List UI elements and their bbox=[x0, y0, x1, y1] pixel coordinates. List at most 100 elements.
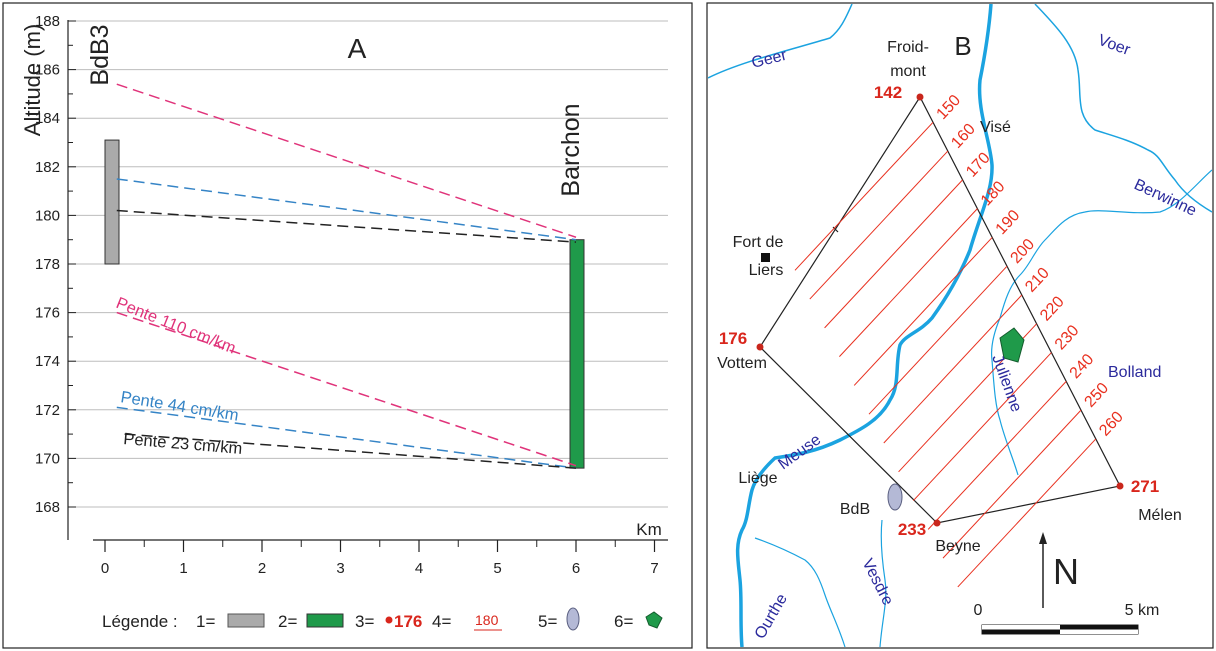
beyne-dot-icon bbox=[933, 519, 941, 527]
contour-line-170 bbox=[824, 179, 963, 329]
x-tick-labels: 0 1 2 3 4 5 6 7 bbox=[101, 540, 659, 577]
barchon-pentagon-icon bbox=[999, 327, 1025, 363]
river-label-berwinne: Berwinne bbox=[1131, 176, 1199, 220]
altitude-froidmont: 142 bbox=[874, 83, 902, 102]
y-tick-label: 180 bbox=[35, 207, 60, 224]
contour-line-260 bbox=[957, 438, 1097, 588]
froidmont-dot-icon bbox=[916, 93, 924, 101]
x-tick-label: 7 bbox=[650, 560, 658, 577]
place-beyne: Beyne bbox=[935, 538, 980, 555]
river-vesdre bbox=[879, 519, 887, 647]
y-tick-label: 168 bbox=[35, 499, 60, 516]
altitude-vottem: 176 bbox=[719, 329, 747, 348]
place-vise: Visé bbox=[980, 119, 1011, 136]
altitude-bar-bdb3 bbox=[104, 139, 120, 265]
altitude-beyne: 233 bbox=[898, 520, 926, 539]
slope-line-3 bbox=[116, 209, 577, 243]
legend-contour-sample: 180 bbox=[475, 612, 499, 628]
x-tick-label: 4 bbox=[415, 560, 423, 577]
bdb-ellipse-icon bbox=[887, 483, 903, 511]
contour-line-240 bbox=[927, 381, 1067, 530]
slope-label-44: Pente 44 cm/km bbox=[119, 388, 240, 425]
panel-a-label: A bbox=[348, 33, 367, 64]
vottem-dot-icon bbox=[756, 343, 764, 351]
legend-num-6: 6= bbox=[614, 612, 633, 631]
river-julienne bbox=[990, 169, 1212, 476]
study-area-outline bbox=[759, 95, 1121, 524]
river-label-vesdre: Vesdre bbox=[858, 556, 896, 608]
y-tick-label: 176 bbox=[35, 305, 60, 322]
scale-bar-seg1 bbox=[982, 625, 1060, 630]
legend-gray-bar-icon bbox=[227, 613, 265, 628]
contour-line-160 bbox=[809, 150, 949, 300]
river-meuse bbox=[735, 4, 994, 647]
panel-b-label: B bbox=[954, 31, 971, 61]
x-tick-label: 0 bbox=[101, 560, 109, 577]
place-vottem: Vottem bbox=[717, 355, 767, 372]
river-label-ourthe: Ourthe bbox=[752, 591, 791, 642]
outline-tick bbox=[832, 226, 839, 233]
river-geer bbox=[708, 4, 853, 79]
place-fort-2: Liers bbox=[749, 262, 784, 279]
legend-num-1: 1= bbox=[196, 612, 215, 631]
slope-line-6 bbox=[124, 433, 577, 469]
contour-label: 240 bbox=[1067, 351, 1098, 382]
contour-label: 200 bbox=[1007, 236, 1038, 267]
slope-line-4 bbox=[116, 311, 577, 467]
legend-num-5: 5= bbox=[538, 612, 557, 631]
x-tick-label: 2 bbox=[258, 560, 266, 577]
contour-label: 190 bbox=[993, 207, 1024, 238]
y-tick-labels: 168 170 172 174 176 178 180 182 184 186 188 bbox=[35, 13, 60, 516]
scale-bar-seg2 bbox=[1060, 625, 1138, 630]
place-froidmont-2: mont bbox=[890, 63, 926, 80]
contour-line-180 bbox=[839, 208, 978, 357]
panel-a-frame bbox=[2, 2, 693, 649]
rivers bbox=[708, 4, 1212, 647]
y-tick-label: 178 bbox=[35, 256, 60, 273]
river-ourthe bbox=[754, 537, 846, 647]
x-tick-label: 5 bbox=[493, 560, 501, 577]
contour-label: 230 bbox=[1052, 322, 1083, 353]
panel-a: 168 170 172 174 176 178 180 182 184 186 188 0 1 2 3 4 5… bbox=[20, 13, 668, 631]
river-label-voer: Voer bbox=[1096, 32, 1133, 59]
y-tick-label: 174 bbox=[35, 353, 60, 370]
slope-label-23: Pente 23 cm/km bbox=[123, 430, 243, 458]
legend-altitude-sample: 176 bbox=[394, 612, 422, 631]
legend-green-bar-icon bbox=[306, 613, 344, 628]
north-label: N bbox=[1053, 551, 1079, 592]
place-melen: Mélen bbox=[1138, 507, 1182, 524]
scale-bar-seg3 bbox=[982, 629, 1060, 634]
legend-pentagon-icon bbox=[645, 611, 663, 629]
legend: Légende : 1= 2= 3= 176 4= 180 5= 6= bbox=[102, 607, 663, 631]
contour-label: 180 bbox=[978, 178, 1009, 209]
contour-line-150 bbox=[794, 121, 934, 271]
a-axes bbox=[67, 20, 668, 541]
melen-dot-icon bbox=[1116, 482, 1124, 490]
y-tick-label: 186 bbox=[35, 62, 60, 79]
y-tick-label: 170 bbox=[35, 450, 60, 467]
x-tick-label: 6 bbox=[572, 560, 580, 577]
contour-label: 250 bbox=[1081, 380, 1112, 411]
legend-num-2: 2= bbox=[278, 612, 297, 631]
river-voer bbox=[1034, 4, 1212, 213]
y-axis-label: Altitude (m) bbox=[20, 24, 45, 136]
scale-start: 0 bbox=[974, 602, 983, 619]
altitude-bars bbox=[104, 139, 585, 469]
scale-end: 5 km bbox=[1125, 602, 1160, 619]
river-label-bolland: Bolland bbox=[1108, 364, 1161, 381]
contour-line-230 bbox=[913, 352, 1052, 501]
y-tick-label: 184 bbox=[35, 110, 60, 127]
legend-red-dot-icon bbox=[385, 616, 393, 624]
scale-bar-seg4 bbox=[1060, 629, 1138, 634]
contour-lines bbox=[794, 121, 1097, 588]
panel-b-frame bbox=[706, 2, 1214, 649]
contour-label: 150 bbox=[933, 92, 964, 123]
place-bdb: BdB bbox=[840, 501, 870, 518]
legend-num-4: 4= bbox=[432, 612, 451, 631]
contour-line-190 bbox=[853, 237, 993, 386]
altitude-bar-barchon bbox=[569, 239, 585, 469]
x-tick-label: 1 bbox=[179, 560, 187, 577]
site-label-barchon: Barchon bbox=[557, 103, 585, 196]
